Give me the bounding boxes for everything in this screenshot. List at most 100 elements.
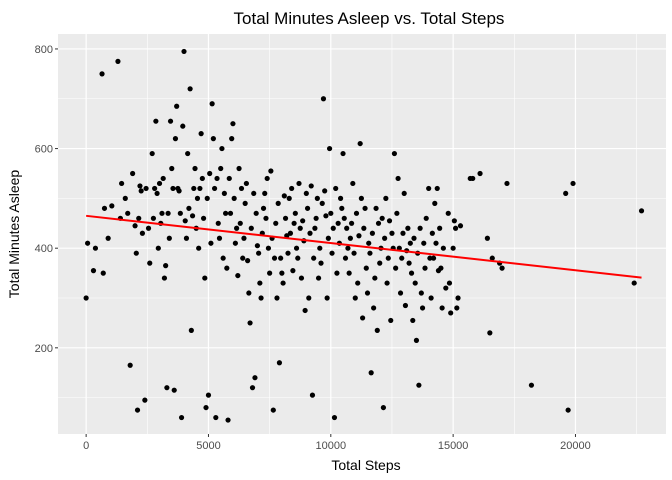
data-point	[319, 200, 325, 206]
data-point	[366, 240, 372, 246]
data-point	[203, 404, 209, 411]
data-point	[242, 200, 248, 206]
data-point	[353, 210, 360, 216]
data-point	[638, 208, 645, 214]
data-point	[183, 235, 190, 241]
data-point	[286, 195, 292, 201]
data-point	[457, 223, 464, 229]
data-point	[256, 250, 262, 256]
data-point	[138, 188, 144, 194]
data-point	[394, 210, 400, 216]
data-point	[326, 145, 333, 152]
data-point	[416, 382, 422, 388]
data-point	[489, 255, 495, 261]
data-point	[421, 240, 427, 246]
data-point	[160, 175, 166, 182]
data-point	[504, 180, 510, 187]
data-point	[226, 175, 232, 182]
data-point	[487, 330, 493, 336]
data-point	[155, 245, 161, 251]
data-point	[187, 86, 193, 92]
data-point	[323, 213, 329, 219]
data-point	[565, 407, 571, 413]
data-point	[292, 210, 298, 216]
data-point	[214, 175, 220, 182]
data-point	[265, 245, 272, 251]
data-point	[145, 225, 152, 231]
data-point	[445, 210, 451, 216]
data-point	[170, 185, 176, 192]
data-point	[90, 268, 97, 274]
data-point	[153, 118, 159, 124]
data-point	[331, 414, 338, 421]
data-point	[205, 392, 212, 398]
data-point	[199, 175, 205, 182]
data-point	[209, 101, 215, 107]
data-point	[377, 260, 383, 266]
data-point	[423, 215, 429, 221]
data-point	[317, 245, 323, 251]
data-point	[240, 255, 246, 261]
data-point	[221, 190, 227, 197]
data-point	[393, 265, 399, 271]
data-point	[264, 175, 270, 182]
data-point	[99, 71, 105, 77]
data-point	[273, 220, 279, 226]
data-point	[314, 195, 320, 201]
data-point	[125, 210, 131, 216]
data-point	[105, 235, 111, 241]
data-point	[375, 220, 382, 226]
data-point	[454, 305, 460, 311]
data-point	[337, 195, 344, 201]
data-point	[384, 280, 390, 286]
data-point	[252, 375, 258, 381]
data-point	[349, 220, 355, 226]
data-point	[356, 233, 362, 239]
data-point	[528, 382, 535, 388]
data-point	[293, 245, 300, 251]
data-point	[215, 220, 221, 226]
data-point	[178, 414, 185, 421]
data-point	[379, 215, 385, 221]
data-point	[220, 255, 226, 261]
data-point	[202, 275, 208, 281]
data-point	[329, 250, 335, 256]
data-point	[357, 140, 363, 147]
data-point	[330, 225, 336, 231]
data-point	[470, 175, 476, 182]
data-point	[324, 295, 330, 301]
data-point	[342, 255, 349, 261]
data-point	[484, 235, 490, 241]
data-point	[434, 185, 440, 192]
data-point	[408, 270, 415, 276]
x-tick-label: 10000	[316, 440, 347, 452]
data-point	[149, 150, 155, 157]
data-point	[134, 407, 141, 413]
data-point	[401, 190, 407, 197]
y-tick-label: 200	[35, 343, 53, 355]
data-point	[231, 195, 237, 201]
data-point	[230, 121, 236, 127]
data-point	[263, 215, 269, 221]
data-point	[448, 310, 454, 316]
data-point	[399, 255, 405, 261]
data-point	[340, 150, 346, 157]
data-point	[276, 360, 283, 366]
data-point	[451, 218, 457, 224]
data-point	[422, 265, 428, 271]
data-point	[225, 417, 231, 423]
data-point	[176, 188, 182, 194]
data-point	[258, 295, 264, 301]
minor-gridlines	[58, 34, 666, 434]
data-point	[207, 170, 213, 177]
data-point	[251, 190, 257, 197]
data-point	[247, 320, 253, 326]
data-point	[254, 243, 261, 249]
data-point	[156, 180, 163, 187]
data-point	[341, 215, 347, 221]
data-point	[304, 205, 311, 211]
data-point	[372, 275, 378, 281]
data-point	[363, 265, 369, 271]
data-point	[311, 255, 317, 261]
data-point	[446, 280, 453, 286]
